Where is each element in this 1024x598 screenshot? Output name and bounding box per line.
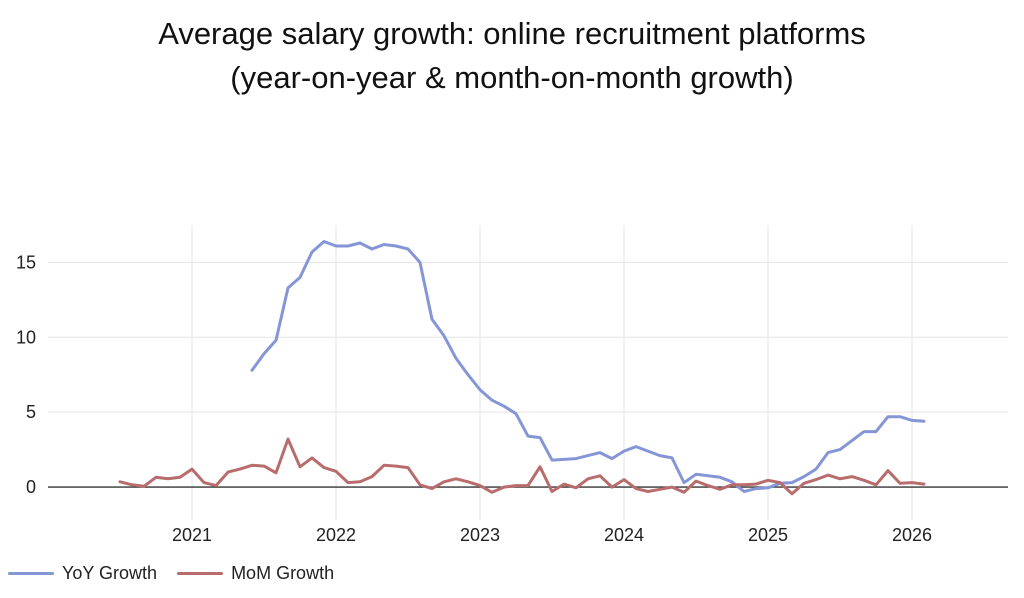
legend: YoY Growth MoM Growth [8,563,334,584]
x-tick-label: 2023 [460,525,500,545]
y-tick-label: 0 [26,477,36,497]
y-tick-label: 15 [16,252,36,272]
series-lines [118,240,926,496]
legend-swatch-yoy [8,572,54,575]
chart-title: Average salary growth: online recruitmen… [0,12,1024,100]
legend-item-mom[interactable]: MoM Growth [177,563,334,584]
legend-label-yoy: YoY Growth [62,563,158,583]
series-line-yoy-growth[interactable] [250,240,926,493]
x-tick-label: 2021 [172,525,212,545]
chart-subtitle-line: (year-on-year & month-on-month growth) [230,60,794,95]
legend-label-mom: MoM Growth [231,563,335,583]
legend-item-yoy[interactable]: YoY Growth [8,563,157,584]
tick-labels: 2021 2022 2023 2024 2025 2026 0 5 10 15 [16,252,932,545]
x-tick-label: 2022 [316,525,356,545]
legend-swatch-mom [177,572,224,575]
x-tick-label: 2024 [604,525,644,545]
chart-title-line: Average salary growth: online recruitmen… [158,16,866,51]
y-tick-label: 10 [16,327,36,347]
y-tick-label: 5 [26,402,36,422]
series-line-mom-growth[interactable] [118,437,926,496]
x-tick-label: 2026 [892,525,932,545]
x-tick-label: 2025 [748,525,788,545]
gridlines [48,225,1008,520]
